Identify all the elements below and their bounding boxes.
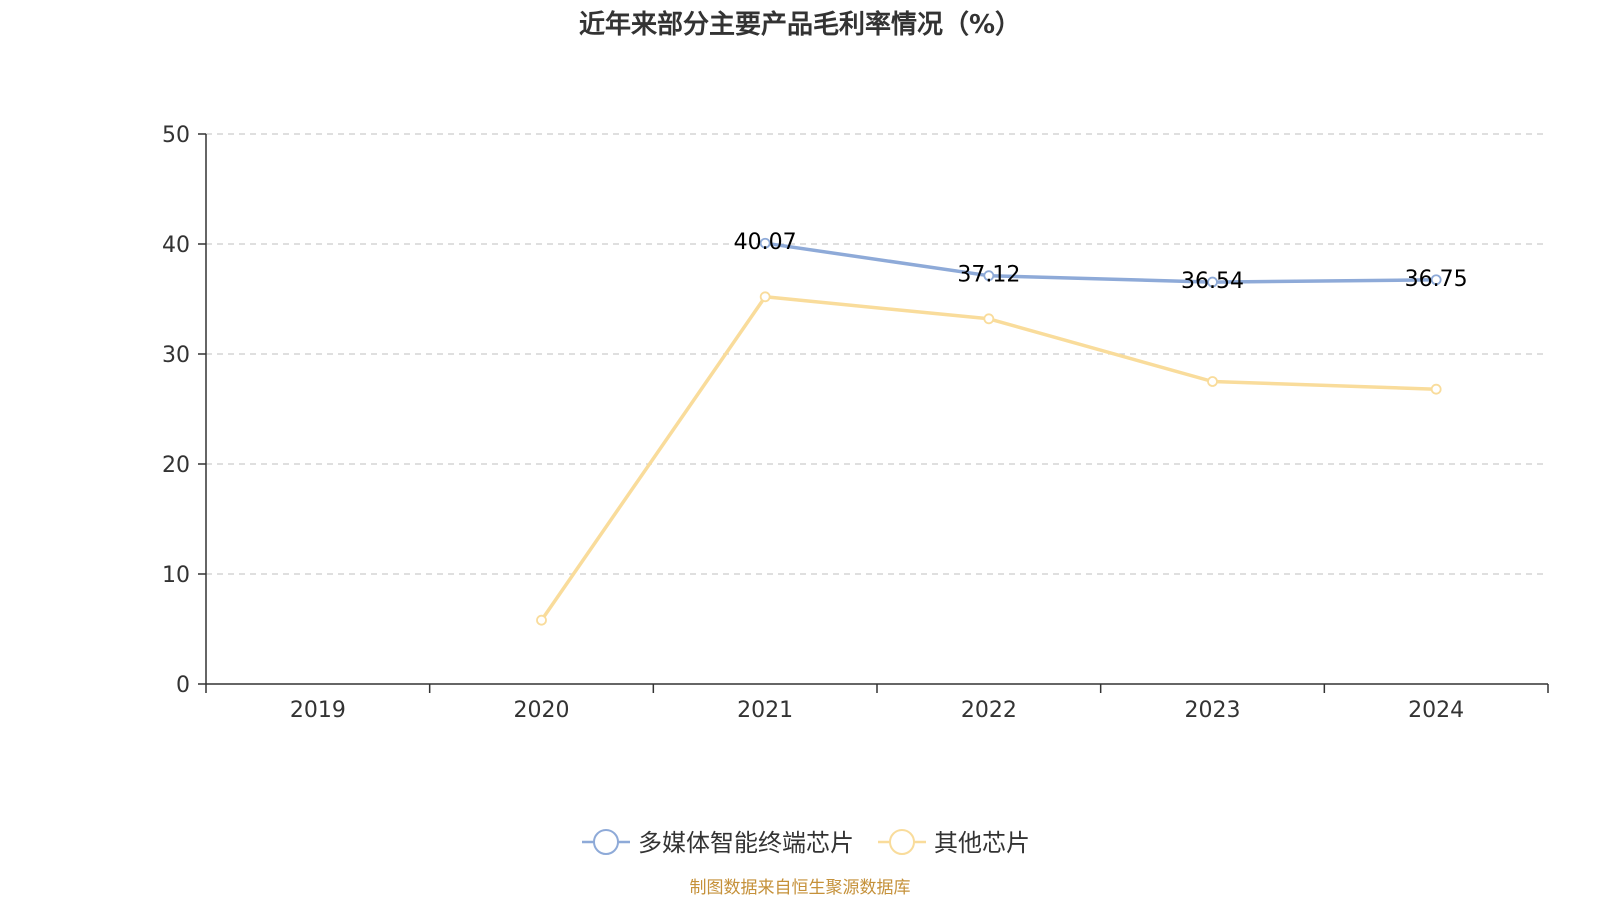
source-note: 制图数据来自恒生聚源数据库 <box>690 878 911 898</box>
y-tick-label: 10 <box>162 563 190 588</box>
x-tick-label: 2019 <box>290 698 346 723</box>
series-line-1 <box>540 295 1437 622</box>
x-tick-label: 2020 <box>514 698 570 723</box>
y-tick-label: 30 <box>162 343 190 368</box>
y-tick-label: 0 <box>176 673 190 698</box>
y-tick-label: 40 <box>162 233 190 258</box>
series-point-1 <box>1430 383 1442 395</box>
legend-item-1[interactable]: 其他芯片 <box>878 829 1030 857</box>
series-point-0 <box>1207 276 1218 288</box>
y-tick-label: 20 <box>162 453 190 478</box>
series-point-1 <box>1207 376 1218 387</box>
x-tick-label: 2022 <box>961 698 1017 723</box>
series-point-0 <box>1430 274 1442 286</box>
legend-marker-icon <box>889 829 915 855</box>
chart-title: 近年来部分主要产品毛利率情况（%） <box>579 9 1021 40</box>
legend-label: 多媒体智能终端芯片 <box>638 829 854 857</box>
series-point-0 <box>983 270 995 282</box>
data-label: 36.75 <box>1405 267 1468 292</box>
gridlines <box>206 133 1548 575</box>
series-layer <box>536 237 1442 626</box>
data-label: 37.12 <box>957 263 1020 288</box>
data-label: 40.07 <box>734 230 797 255</box>
series-point-1 <box>536 614 547 626</box>
data-label: 36.54 <box>1181 269 1244 294</box>
x-tick-label: 2023 <box>1185 698 1241 723</box>
legend[interactable]: 多媒体智能终端芯片 其他芯片 <box>582 829 1030 857</box>
legend-item-0[interactable]: 多媒体智能终端芯片 <box>582 829 854 857</box>
y-tick-label: 50 <box>162 123 190 148</box>
x-tick-label: 2024 <box>1408 698 1464 723</box>
legend-marker-icon <box>593 829 619 855</box>
series-line-0 <box>764 241 1437 284</box>
legend-label: 其他芯片 <box>934 829 1030 857</box>
x-tick-label: 2021 <box>737 698 793 723</box>
series-point-1 <box>983 313 995 325</box>
data-labels: 40.07 37.12 36.54 36.75 <box>734 230 1468 294</box>
series-point-0 <box>759 237 771 249</box>
series-point-1 <box>759 291 771 303</box>
axes: 0 10 20 30 40 50 2019 2020 2021 2022 2023 2024 <box>162 123 1549 723</box>
